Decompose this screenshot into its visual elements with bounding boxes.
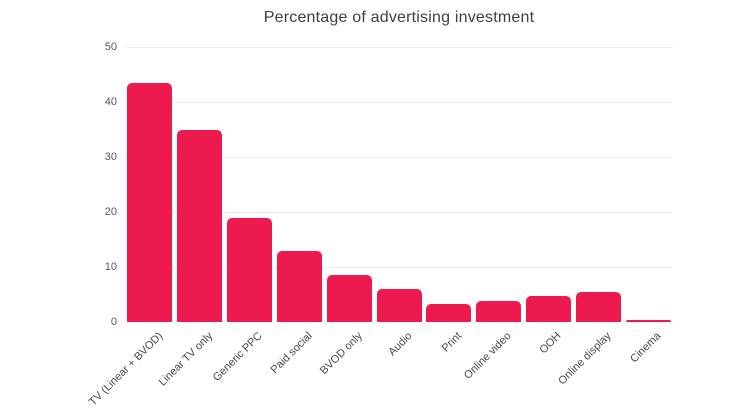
gridline <box>125 211 673 213</box>
y-tick-label: 50 <box>104 40 117 53</box>
x-axis-label: Paid social <box>268 330 315 377</box>
gridline <box>125 46 673 48</box>
x-axis-label: Audio <box>386 330 415 359</box>
x-axis-label: Online video <box>462 330 515 382</box>
bar <box>326 275 372 322</box>
x-axis-label: Cinema <box>628 330 664 366</box>
y-tick-label: 20 <box>104 205 117 218</box>
y-tick-label: 40 <box>104 95 117 108</box>
gridline <box>125 156 673 158</box>
bar <box>426 304 472 322</box>
plot-area <box>125 46 673 322</box>
y-tick-label: 30 <box>104 150 117 163</box>
x-axis-label: Print <box>439 330 465 355</box>
x-axis-label: Linear TV only <box>156 330 216 389</box>
bar <box>227 217 273 322</box>
bar <box>575 292 621 322</box>
x-axis-label: OOH <box>537 330 564 357</box>
bar <box>127 82 173 322</box>
gridline <box>125 101 673 103</box>
bar <box>625 319 671 322</box>
x-axis-label: Online display <box>556 330 614 388</box>
chart-title: Percentage of advertising investment <box>263 9 535 26</box>
y-tick-label: 10 <box>104 260 117 273</box>
x-axis-label: BVOD only <box>317 330 365 377</box>
bar <box>376 289 422 322</box>
y-tick-label: 0 <box>110 315 117 328</box>
bar <box>177 129 223 322</box>
bar <box>525 295 571 322</box>
x-axis-label: TV (Linear + BVOD) <box>87 330 166 409</box>
x-axis-label: Generic PPC <box>211 330 266 384</box>
gridline <box>125 266 673 268</box>
bar <box>276 250 322 322</box>
bar <box>476 301 522 322</box>
